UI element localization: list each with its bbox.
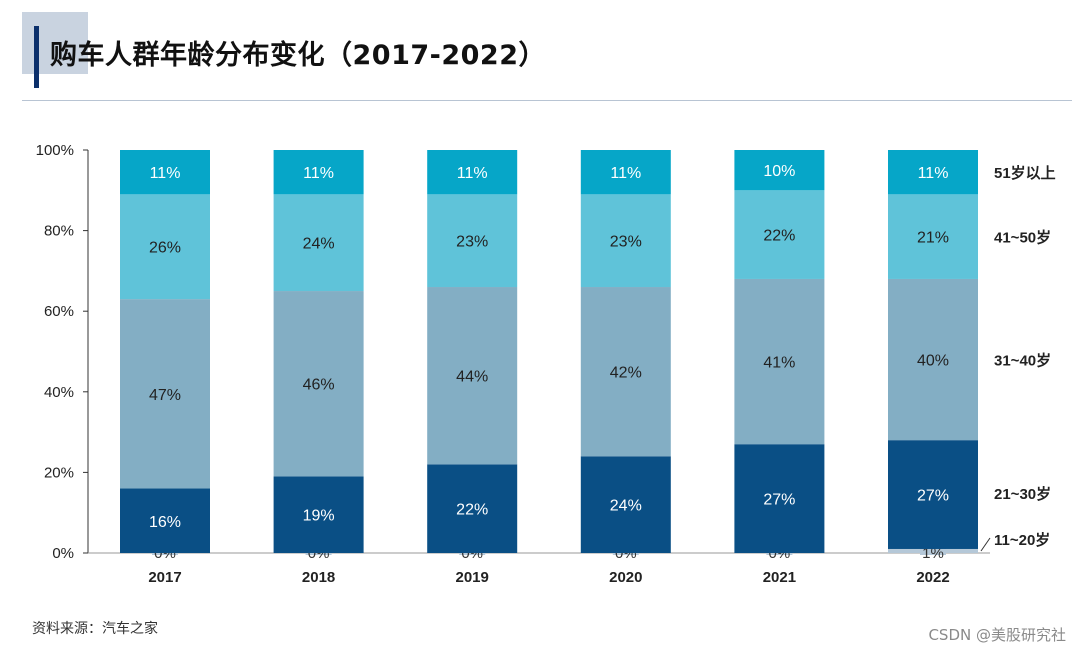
bar-segment <box>273 150 364 195</box>
watermark: CSDN @美股研究社 <box>928 626 1066 644</box>
stacked-bar-chart: 0%20%40%60%80%100%0%16%47%26%11%20170%19… <box>36 142 1056 586</box>
y-tick-label: 40% <box>44 384 74 401</box>
bar-segment <box>580 456 671 553</box>
legend-label: 21~30岁 <box>994 485 1051 503</box>
bar-segment <box>427 464 518 553</box>
x-tick-label: 2017 <box>148 569 181 586</box>
bar-segment <box>888 194 978 279</box>
chart-title: 购车人群年龄分布变化（2017-2022） <box>50 40 546 71</box>
data-label: 22% <box>763 228 795 245</box>
legend-label: 41~50岁 <box>994 229 1051 247</box>
data-label: 16% <box>149 514 181 531</box>
bar-segment <box>273 194 364 292</box>
data-label: 44% <box>456 369 488 386</box>
bar-segment <box>888 278 978 441</box>
data-label: 10% <box>763 163 795 180</box>
bar-segment <box>580 287 671 457</box>
data-label: 42% <box>610 365 642 382</box>
bar-segment <box>427 150 518 195</box>
data-label: 19% <box>303 508 335 525</box>
bar-segment <box>273 291 364 477</box>
data-label: 11% <box>610 165 641 182</box>
y-tick-label: 0% <box>52 545 74 562</box>
data-label: 27% <box>763 492 795 509</box>
x-tick-label: 2019 <box>456 569 489 586</box>
y-tick-label: 80% <box>44 223 74 240</box>
y-tick-label: 100% <box>36 142 74 159</box>
bar-segment <box>888 440 978 549</box>
x-tick-label: 2021 <box>763 569 796 586</box>
legend-label: 51岁以上 <box>994 164 1056 182</box>
data-label: 24% <box>303 236 335 253</box>
bar-segment <box>734 278 825 445</box>
legend-leader-line <box>980 537 991 552</box>
bar-segment <box>120 488 210 553</box>
data-label: 11% <box>457 165 488 182</box>
legend-label: 31~40岁 <box>994 352 1051 370</box>
bar-segment <box>427 287 518 465</box>
data-label: 40% <box>917 353 949 370</box>
data-label: 11% <box>303 165 334 182</box>
source-note: 资料来源：汽车之家 <box>32 621 158 637</box>
data-label: 21% <box>917 230 949 247</box>
bar-segment <box>427 194 518 288</box>
bar-segment <box>734 190 825 279</box>
bar-segment <box>120 194 210 300</box>
data-label: 41% <box>763 355 795 372</box>
x-tick-label: 2020 <box>609 569 642 586</box>
y-tick-label: 20% <box>44 464 74 481</box>
bar-segment <box>734 150 825 191</box>
data-label: 11% <box>918 165 949 182</box>
data-label: 27% <box>917 488 949 505</box>
bar-segment <box>120 299 210 489</box>
bar-segment <box>580 194 671 288</box>
title-divider <box>22 100 1072 101</box>
bar-segment <box>580 150 671 195</box>
data-label: 1% <box>922 545 944 562</box>
x-tick-label: 2018 <box>302 569 335 586</box>
y-tick-label: 60% <box>44 303 74 320</box>
data-label: 23% <box>456 234 488 251</box>
bar-segment <box>273 476 364 553</box>
legend-label: 11~20岁 <box>994 531 1050 549</box>
data-label: 26% <box>149 240 181 257</box>
x-tick-label: 2022 <box>916 569 949 586</box>
data-label: 11% <box>150 165 181 182</box>
data-label: 22% <box>456 502 488 519</box>
data-label: 23% <box>610 234 642 251</box>
data-label: 47% <box>149 387 181 404</box>
bar-segment <box>888 150 978 195</box>
data-label: 24% <box>610 498 642 515</box>
bar-segment <box>734 444 825 553</box>
data-label: 46% <box>303 377 335 394</box>
bar-segment <box>120 150 210 195</box>
title-decoration <box>22 12 88 74</box>
title-accent-bar <box>34 26 39 88</box>
